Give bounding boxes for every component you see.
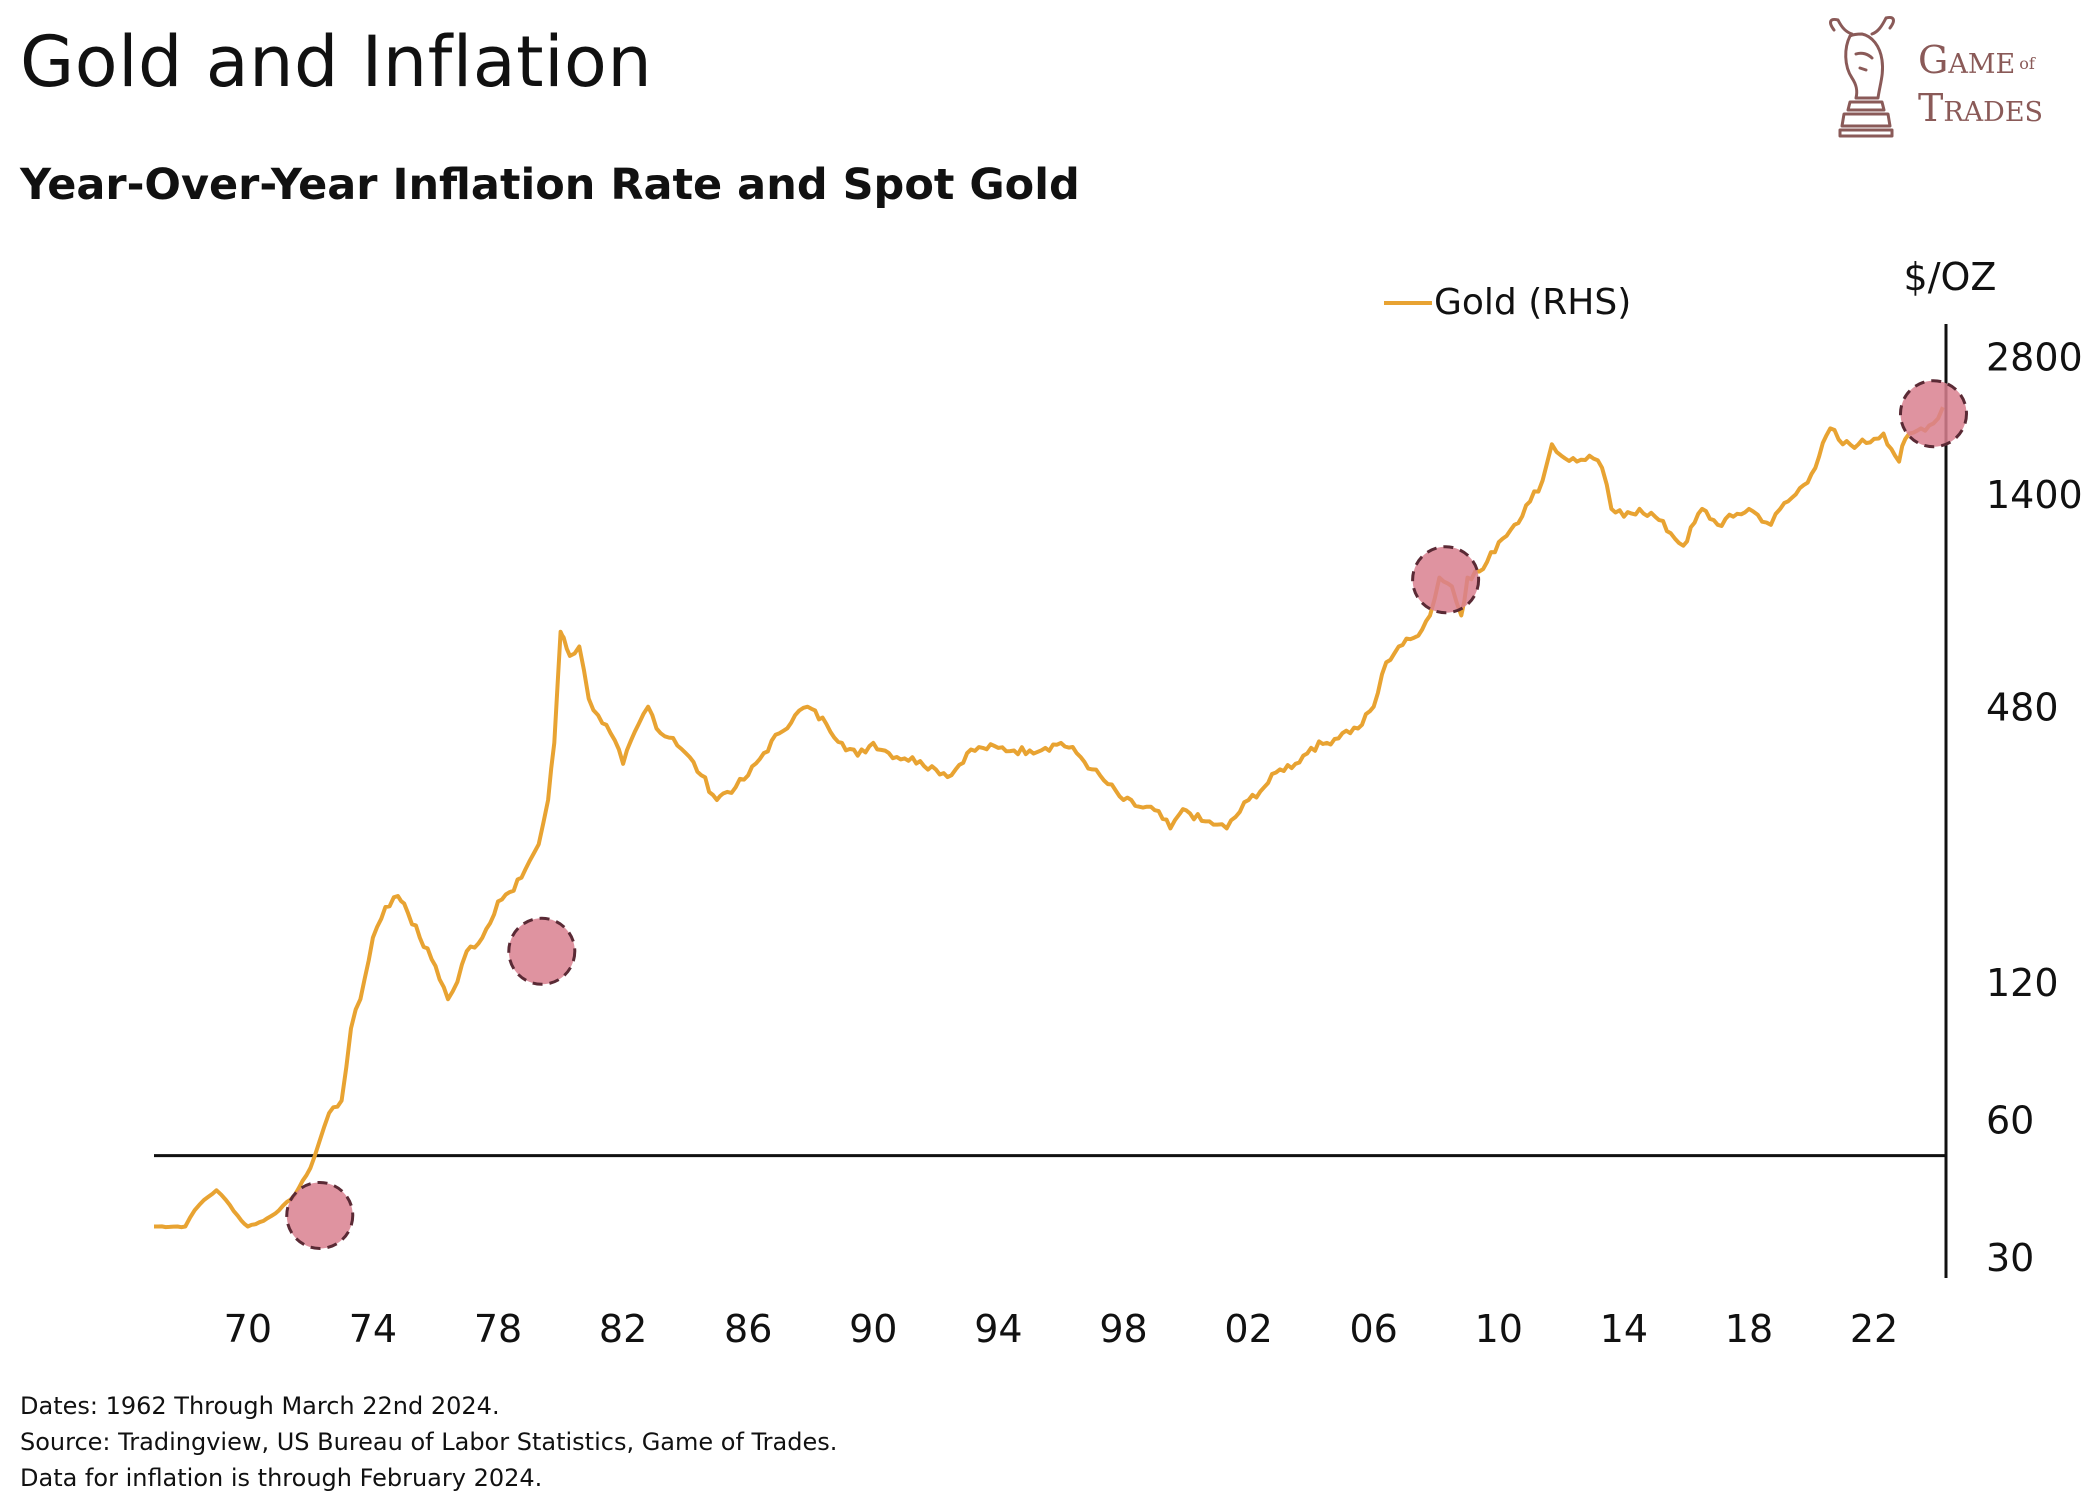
- x-tick-labels: 70 74 78 82 86 90 94 98 02 06 10 14 18 22: [224, 1307, 1899, 1351]
- chart-subtitle: Year-Over-Year Inflation Rate and Spot G…: [20, 160, 1080, 210]
- y-tick-label: 60: [1986, 1098, 2034, 1142]
- logo-wordmark: Game of Trades: [1918, 38, 2043, 130]
- x-tick-label: 98: [1099, 1307, 1147, 1351]
- axes: $/OZ: [154, 255, 1996, 1278]
- legend: Gold (RHS): [1384, 282, 1631, 323]
- y-tick-label: 120: [1986, 961, 2059, 1005]
- y-tick-label: 1400: [1986, 473, 2083, 517]
- footer-note: Data for inflation is through February 2…: [20, 1464, 543, 1492]
- x-tick-label: 90: [849, 1307, 897, 1351]
- footer-source: Source: Tradingview, US Bureau of Labor …: [20, 1428, 838, 1456]
- y-tick-labels: 30 60 120 480 1400 2800: [1986, 336, 2083, 1280]
- footer-dates: Dates: 1962 Through March 22nd 2024.: [20, 1392, 500, 1420]
- x-tick-label: 06: [1350, 1307, 1398, 1351]
- bull-chess-knight-icon: [1829, 16, 1895, 138]
- x-tick-label: 14: [1600, 1307, 1648, 1351]
- logo-word-trades: Trades: [1918, 85, 2044, 130]
- y-tick-label: 480: [1986, 686, 2059, 730]
- y-axis-unit-label: $/OZ: [1904, 255, 1997, 299]
- x-tick-label: 10: [1475, 1307, 1523, 1351]
- y-tick-label: 30: [1986, 1236, 2034, 1280]
- logo-word-game: Game: [1918, 38, 2016, 82]
- y-tick-label: 2800: [1986, 336, 2083, 380]
- x-tick-label: 94: [974, 1307, 1022, 1351]
- x-tick-label: 02: [1224, 1307, 1272, 1351]
- game-of-trades-logo: Game of Trades: [1820, 14, 2080, 144]
- highlight-circle: [507, 916, 577, 986]
- x-tick-label: 70: [224, 1307, 272, 1351]
- chart-footer-notes: Dates: 1962 Through March 22nd 2024. Sou…: [20, 1388, 837, 1496]
- highlight-markers: [285, 379, 1968, 1250]
- chart-title: Gold and Inflation: [20, 21, 653, 103]
- highlight-circle: [285, 1180, 355, 1250]
- x-tick-label: 74: [349, 1307, 397, 1351]
- highlight-circle: [1411, 545, 1481, 615]
- highlight-circle: [1898, 379, 1968, 449]
- x-tick-label: 82: [599, 1307, 647, 1351]
- logo-word-of: of: [2019, 53, 2035, 73]
- x-tick-label: 22: [1850, 1307, 1898, 1351]
- x-tick-label: 78: [474, 1307, 522, 1351]
- x-tick-label: 18: [1725, 1307, 1773, 1351]
- x-tick-label: 86: [724, 1307, 772, 1351]
- legend-label-gold: Gold (RHS): [1434, 282, 1631, 323]
- series-line-gold: [154, 406, 1945, 1230]
